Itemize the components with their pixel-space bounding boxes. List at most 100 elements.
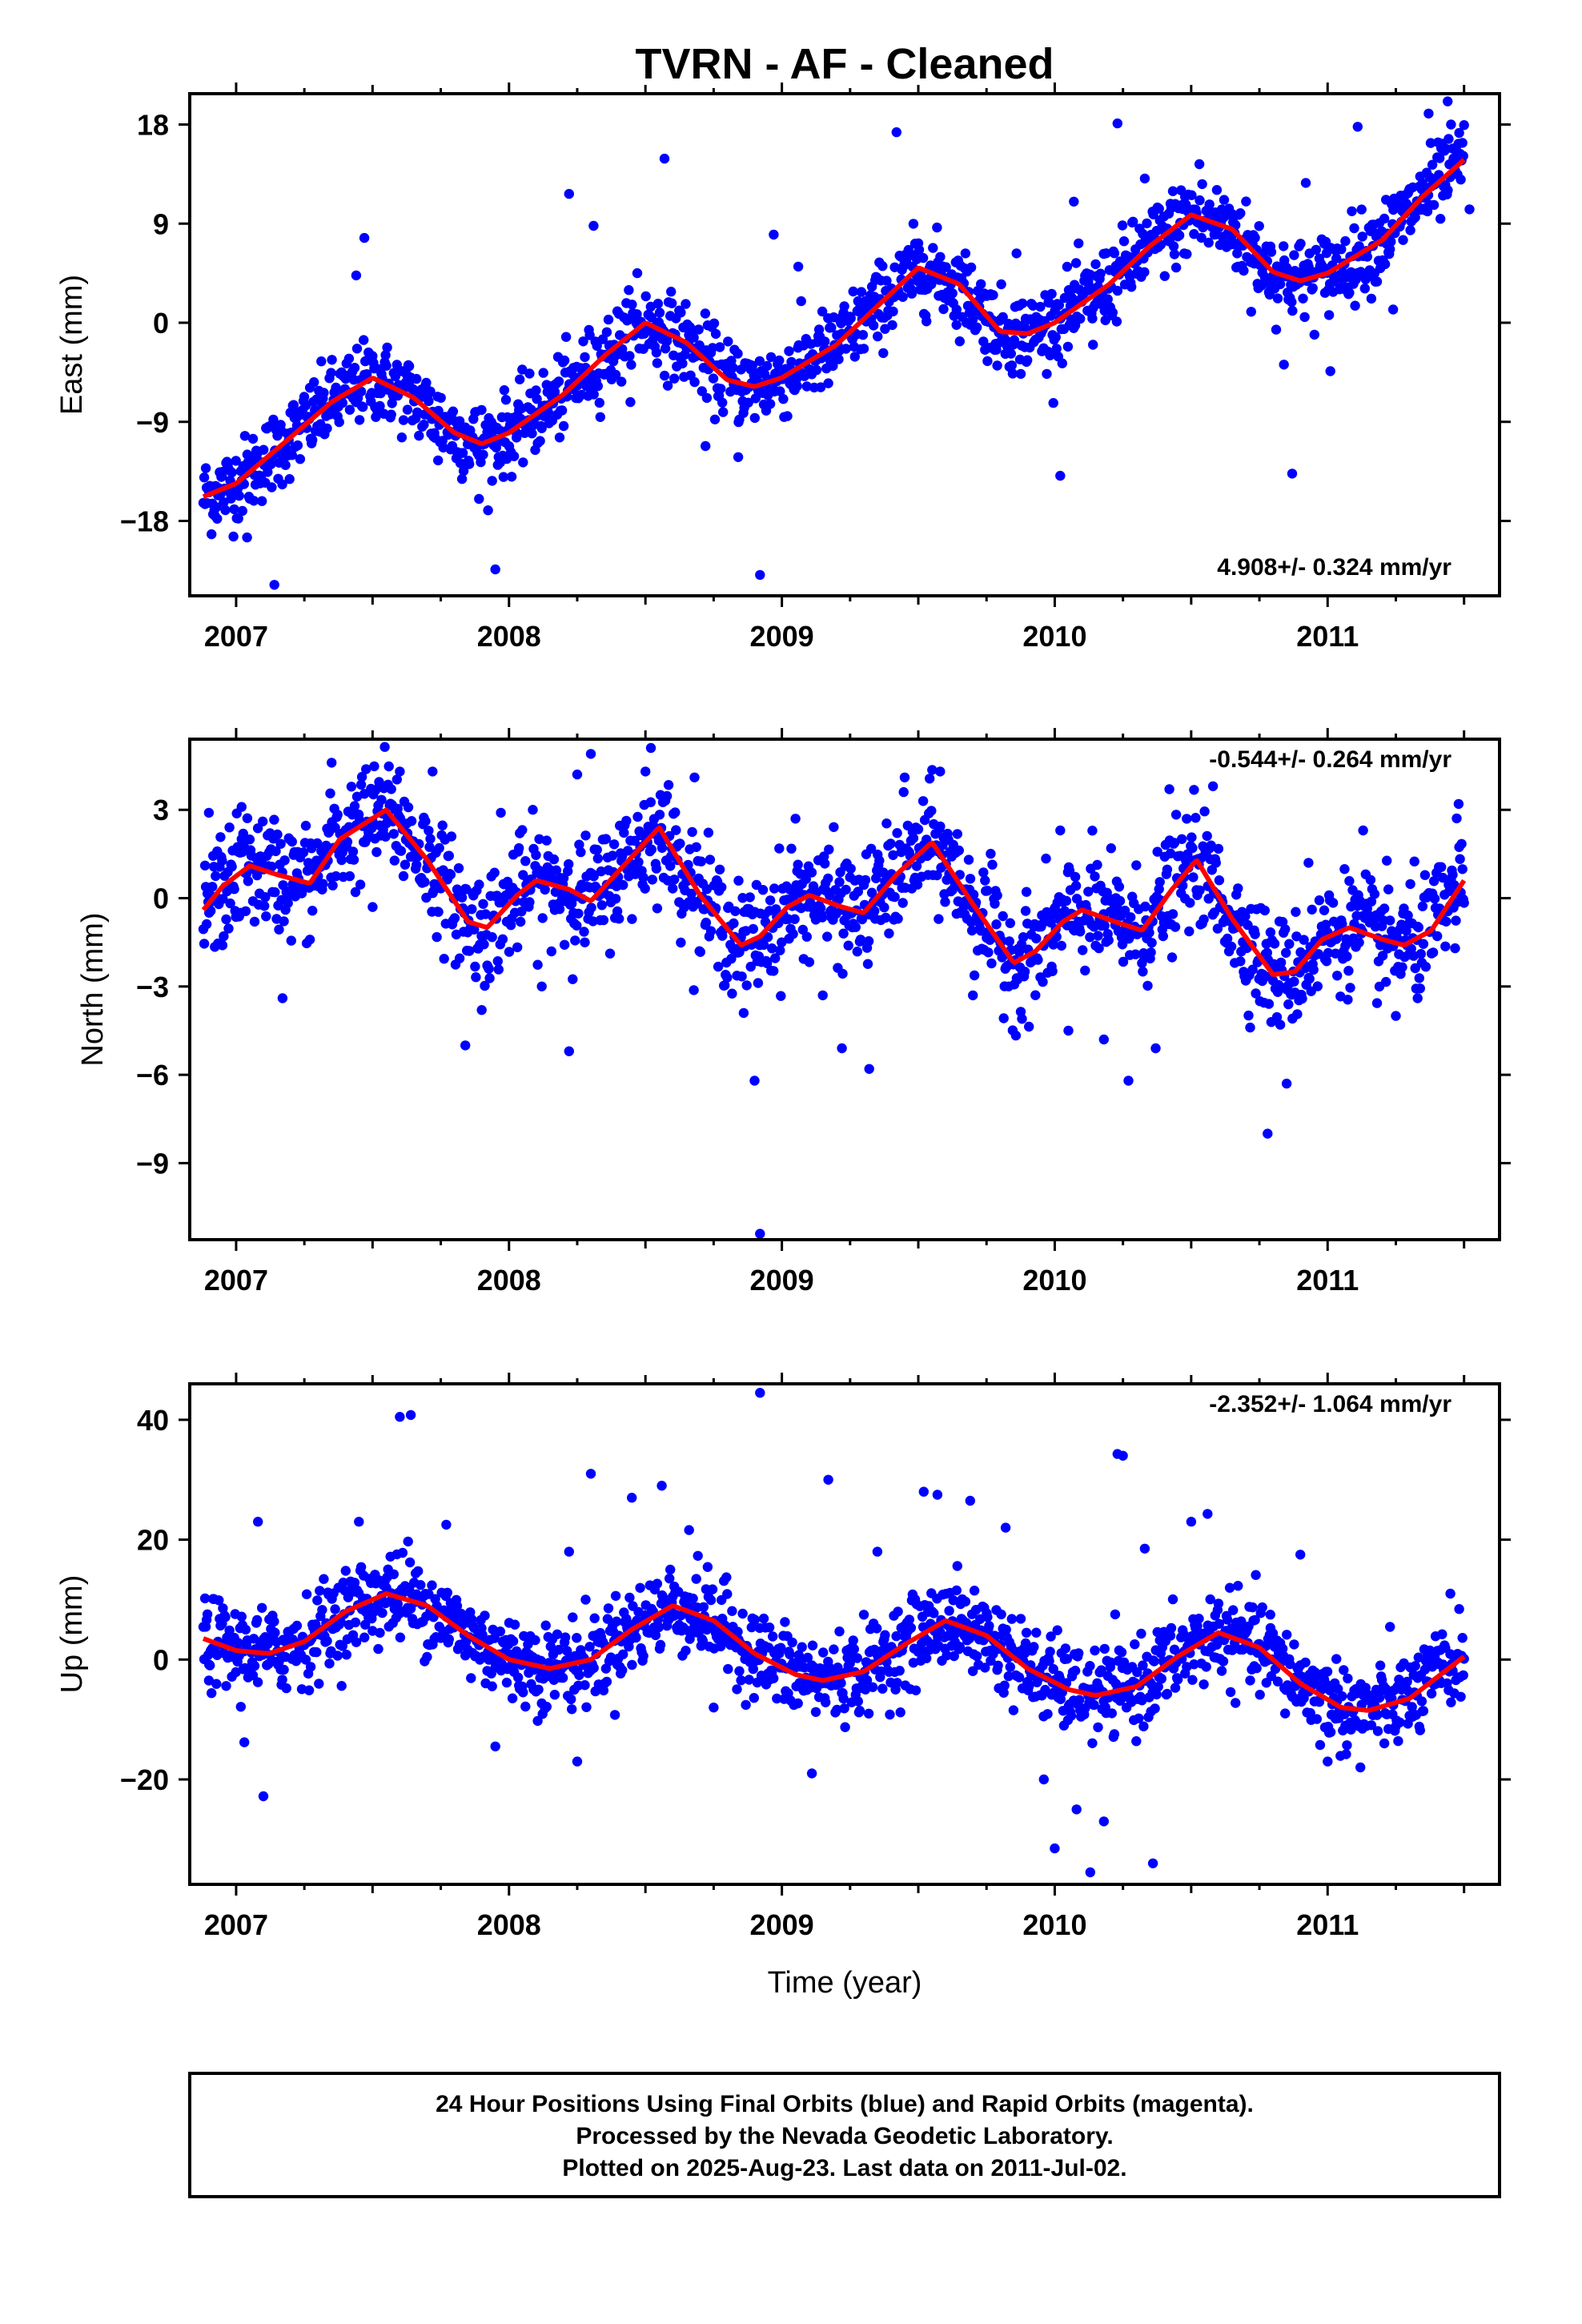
data-point xyxy=(1283,999,1294,1010)
data-point xyxy=(1456,1691,1466,1702)
data-point xyxy=(277,479,287,490)
data-point xyxy=(1401,926,1411,936)
data-point xyxy=(1277,1643,1288,1654)
data-point xyxy=(592,853,603,864)
data-point xyxy=(996,279,1006,290)
data-point xyxy=(623,846,633,856)
data-point xyxy=(1374,1692,1385,1703)
data-point xyxy=(1247,1602,1258,1613)
data-point xyxy=(1443,185,1453,195)
data-point xyxy=(1189,1659,1199,1670)
data-point xyxy=(1134,1713,1144,1723)
data-point xyxy=(758,1613,769,1624)
data-point xyxy=(1055,470,1066,481)
data-point xyxy=(1410,212,1420,223)
data-point xyxy=(879,902,889,913)
data-point xyxy=(1071,1804,1082,1815)
x-tick-label: 2011 xyxy=(1296,620,1359,653)
data-point xyxy=(1090,1645,1100,1656)
data-point xyxy=(1194,159,1205,170)
data-point xyxy=(1130,949,1141,959)
data-point xyxy=(659,370,670,381)
data-point xyxy=(789,914,800,924)
data-point xyxy=(489,867,500,878)
data-point xyxy=(1062,261,1073,272)
data-point xyxy=(666,287,677,297)
data-point xyxy=(1048,1663,1058,1675)
data-point xyxy=(811,364,822,376)
data-point xyxy=(1226,941,1237,952)
data-point xyxy=(355,1562,367,1573)
y-tick-label: 20 xyxy=(137,1524,169,1557)
data-point xyxy=(1435,153,1445,163)
data-point xyxy=(1054,300,1065,311)
data-point xyxy=(737,893,748,903)
data-point xyxy=(1331,253,1342,263)
data-point xyxy=(1017,298,1028,309)
data-point xyxy=(1164,784,1174,794)
data-point xyxy=(237,505,247,517)
data-point xyxy=(332,1651,343,1661)
data-point xyxy=(661,790,673,802)
data-point xyxy=(1385,244,1395,255)
data-point xyxy=(1178,1629,1189,1639)
data-point xyxy=(236,1611,247,1622)
data-point xyxy=(689,985,699,995)
data-point xyxy=(349,1578,360,1588)
data-point xyxy=(653,1622,665,1633)
data-point xyxy=(1243,1010,1254,1021)
data-point xyxy=(1102,294,1113,304)
data-point xyxy=(965,874,976,884)
data-point xyxy=(716,384,726,394)
data-point xyxy=(917,796,929,806)
data-point xyxy=(1187,842,1198,854)
data-point xyxy=(796,296,806,307)
data-point xyxy=(307,906,318,916)
data-point xyxy=(1128,216,1138,227)
data-point xyxy=(705,926,717,936)
data-point xyxy=(767,943,777,954)
data-point xyxy=(319,1574,329,1584)
data-point xyxy=(1344,287,1355,298)
data-point xyxy=(1167,186,1178,196)
velocity-rate-label: -2.352+/- 1.064 mm/yr xyxy=(1209,1391,1452,1417)
data-point xyxy=(560,332,572,342)
data-point xyxy=(1202,830,1212,842)
data-point xyxy=(218,894,228,904)
data-point xyxy=(428,766,438,777)
data-point xyxy=(1214,875,1225,886)
data-point xyxy=(627,300,637,310)
data-point xyxy=(1273,979,1284,991)
data-point xyxy=(322,423,332,434)
data-point xyxy=(1070,1666,1081,1676)
data-point xyxy=(889,891,900,903)
data-point xyxy=(1366,1720,1377,1731)
data-point xyxy=(1438,872,1448,883)
data-point xyxy=(1139,267,1150,277)
data-point xyxy=(572,1756,583,1767)
data-point xyxy=(439,954,449,964)
data-point xyxy=(676,308,686,318)
data-point xyxy=(1324,1685,1335,1696)
data-point xyxy=(1166,952,1178,963)
data-point xyxy=(231,456,241,466)
data-point xyxy=(627,1659,637,1671)
data-point xyxy=(677,358,688,369)
data-point xyxy=(532,394,542,404)
data-point xyxy=(603,314,614,325)
data-point xyxy=(689,772,700,782)
data-point xyxy=(1048,398,1058,408)
data-point xyxy=(723,1663,733,1675)
data-point xyxy=(983,947,994,958)
data-point xyxy=(476,404,487,416)
data-point xyxy=(387,398,397,408)
data-point xyxy=(253,1517,263,1527)
data-point xyxy=(269,580,279,590)
data-point xyxy=(1232,248,1243,259)
data-point xyxy=(1024,1021,1034,1032)
data-point xyxy=(614,914,624,924)
x-tick-label: 2009 xyxy=(750,1908,814,1941)
data-point xyxy=(1070,871,1081,883)
data-point xyxy=(526,404,536,415)
data-point xyxy=(1184,926,1195,937)
